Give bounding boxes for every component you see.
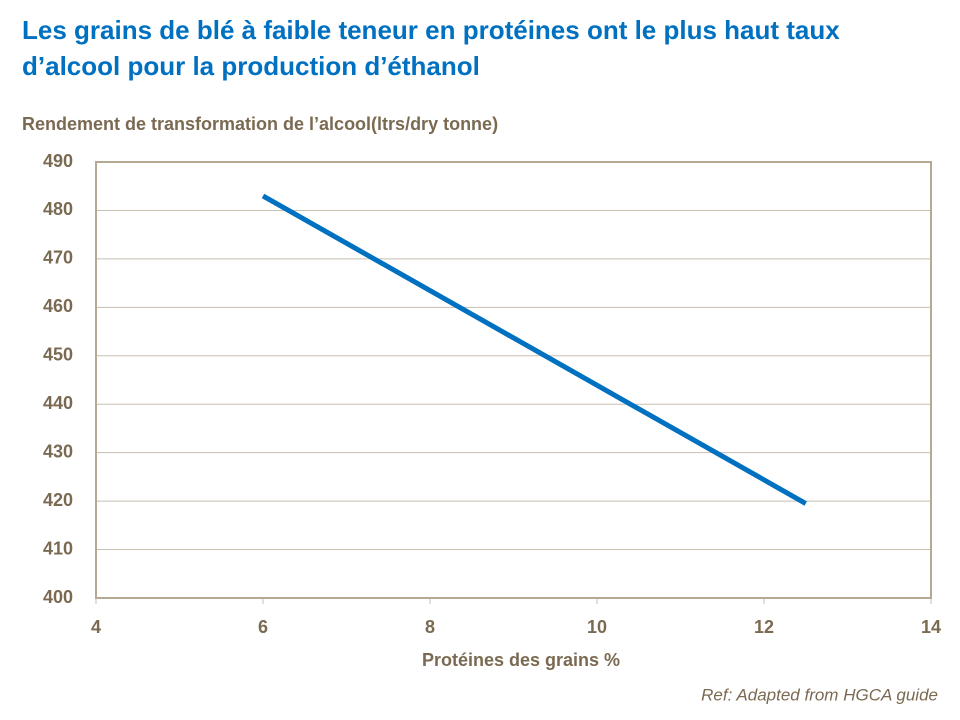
x-tick-label: 6 xyxy=(258,617,268,637)
x-tick-label: 12 xyxy=(754,617,774,637)
y-tick-label: 410 xyxy=(43,538,73,558)
y-tick-label: 450 xyxy=(43,345,73,365)
y-tick-label: 430 xyxy=(43,441,73,461)
x-axis-title: Protéines des grains % xyxy=(422,650,620,670)
y-tick-label: 440 xyxy=(43,393,73,413)
plot-border xyxy=(95,161,932,599)
y-axis-title: Rendement de transformation de l’alcool(… xyxy=(22,114,498,134)
x-tick-label: 4 xyxy=(91,617,101,637)
data-line xyxy=(261,193,807,506)
y-tick-label: 400 xyxy=(43,587,73,607)
y-tick-label: 490 xyxy=(43,151,73,171)
source-note: Ref: Adapted from HGCA guide xyxy=(701,685,938,704)
y-tick-label: 460 xyxy=(43,296,73,316)
y-tick-label: 470 xyxy=(43,248,73,268)
y-tick-label: 480 xyxy=(43,199,73,219)
chart-title: Les grains de blé à faible teneur en pro… xyxy=(22,15,840,81)
y-tick-label: 420 xyxy=(43,490,73,510)
x-tick-label: 8 xyxy=(425,617,435,637)
x-tick-label: 10 xyxy=(587,617,607,637)
x-tick-label: 14 xyxy=(921,617,941,637)
